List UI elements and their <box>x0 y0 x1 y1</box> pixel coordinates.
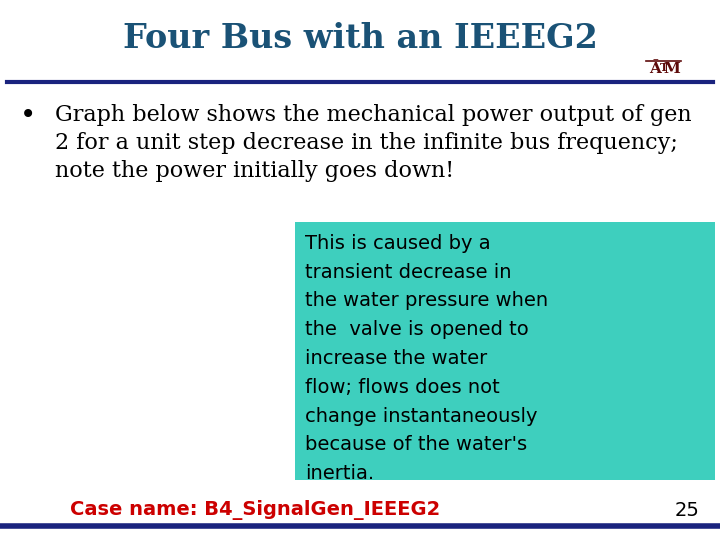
Text: Case name: B4_SignalGen_IEEEG2: Case name: B4_SignalGen_IEEEG2 <box>70 500 440 520</box>
Text: 2 for a unit step decrease in the infinite bus frequency;: 2 for a unit step decrease in the infini… <box>55 132 678 154</box>
Text: note the power initially goes down!: note the power initially goes down! <box>55 160 454 182</box>
Text: •: • <box>20 101 36 129</box>
Bar <box>295 222 715 480</box>
Text: 25: 25 <box>675 501 700 519</box>
Text: Graph below shows the mechanical power output of gen: Graph below shows the mechanical power o… <box>55 104 692 126</box>
Text: T: T <box>660 62 668 73</box>
Text: This is caused by a
transient decrease in
the water pressure when
the  valve is : This is caused by a transient decrease i… <box>305 234 548 483</box>
Text: Ā: Ā <box>649 62 661 76</box>
Text: Four Bus with an IEEEG2: Four Bus with an IEEEG2 <box>122 22 598 55</box>
Text: M: M <box>664 62 680 76</box>
